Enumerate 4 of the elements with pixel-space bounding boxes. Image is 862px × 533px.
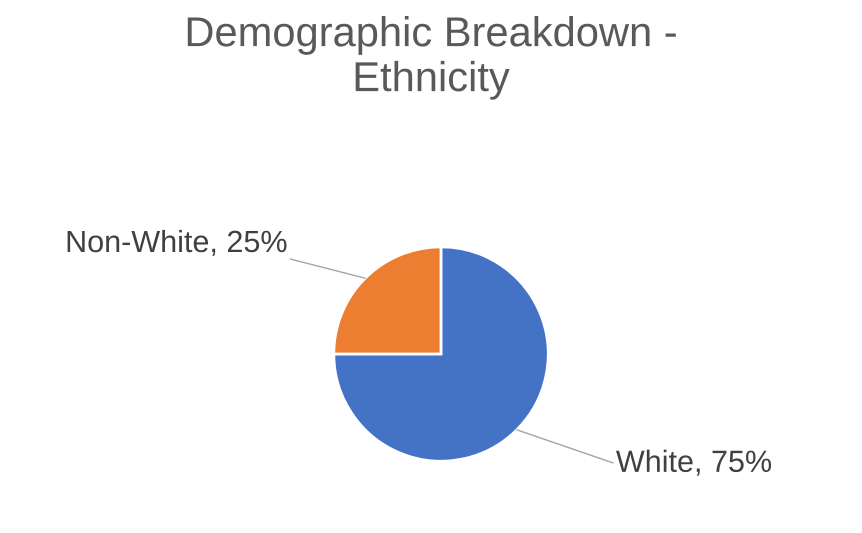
slice-label: Non-White, 25% bbox=[68, 230, 286, 256]
chart-title: Demographic Breakdown - Ethnicity bbox=[188, 16, 676, 100]
pie-slice bbox=[332, 245, 550, 463]
slice-label: White, 75% bbox=[616, 450, 772, 476]
